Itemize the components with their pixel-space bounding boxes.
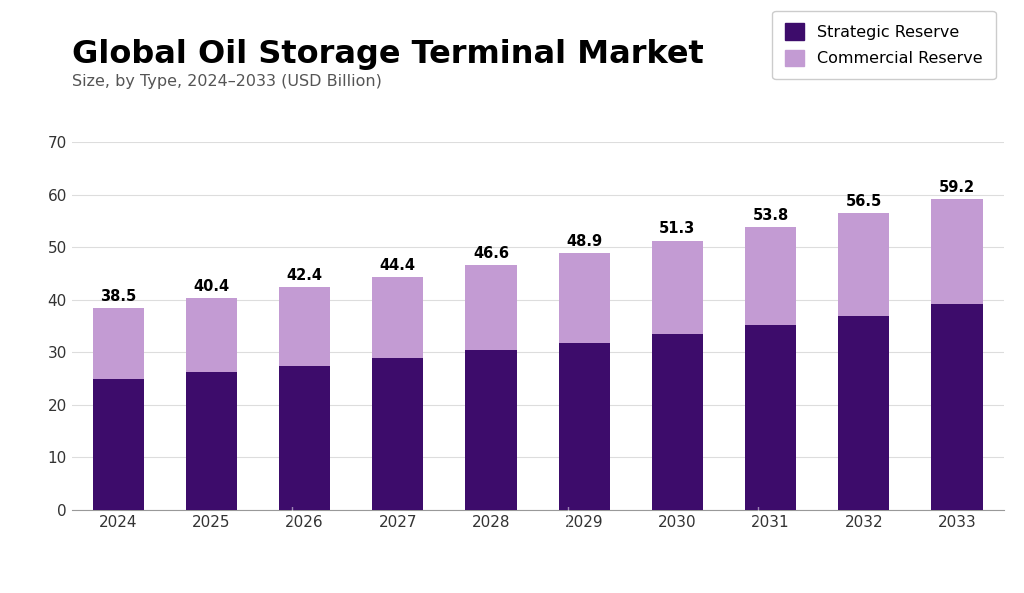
Bar [372,358,424,510]
Bar [185,372,238,510]
Text: ▶▶ market.us: ▶▶ market.us [797,533,934,550]
Bar [279,287,331,365]
Legend: Strategic Reserve, Commercial Reserve: Strategic Reserve, Commercial Reserve [772,11,995,79]
Bar [465,350,517,510]
Bar [651,334,703,510]
Text: The Market will Grow: The Market will Grow [26,528,208,543]
Text: 42.4: 42.4 [287,268,323,283]
Text: 59.2: 59.2 [939,180,975,195]
Text: 53.8: 53.8 [753,208,788,223]
Text: ONE STOP SHOP FOR THE REPORTS: ONE STOP SHOP FOR THE REPORTS [791,571,940,581]
Text: 4.9%: 4.9% [132,529,247,571]
Bar [838,315,890,510]
Bar [279,365,331,510]
Text: Size for 2033 in USD:: Size for 2033 in USD: [374,562,555,576]
Bar [838,213,890,315]
Bar [372,277,424,358]
Text: 40.4: 40.4 [194,279,229,294]
Bar [92,379,144,510]
Text: 46.6: 46.6 [473,246,509,261]
Text: 38.5: 38.5 [100,289,136,304]
Bar [465,265,517,350]
Text: 44.4: 44.4 [380,257,416,273]
Text: 56.5: 56.5 [846,194,882,209]
Bar [651,241,703,334]
Bar [558,253,610,343]
Bar [744,325,797,510]
Text: Size, by Type, 2024–2033 (USD Billion): Size, by Type, 2024–2033 (USD Billion) [72,74,382,89]
Bar [931,304,983,510]
Text: 48.9: 48.9 [566,234,602,249]
Text: $59.2 B: $59.2 B [547,531,713,569]
Bar [744,227,797,325]
Bar [931,199,983,304]
Text: 51.3: 51.3 [659,221,695,237]
Bar [185,298,238,372]
Text: Global Oil Storage Terminal Market: Global Oil Storage Terminal Market [72,39,703,69]
Text: At the CAGR of:: At the CAGR of: [26,562,160,576]
Text: The Forecasted Market: The Forecasted Market [374,528,571,543]
Bar [92,308,144,379]
Bar [558,343,610,510]
